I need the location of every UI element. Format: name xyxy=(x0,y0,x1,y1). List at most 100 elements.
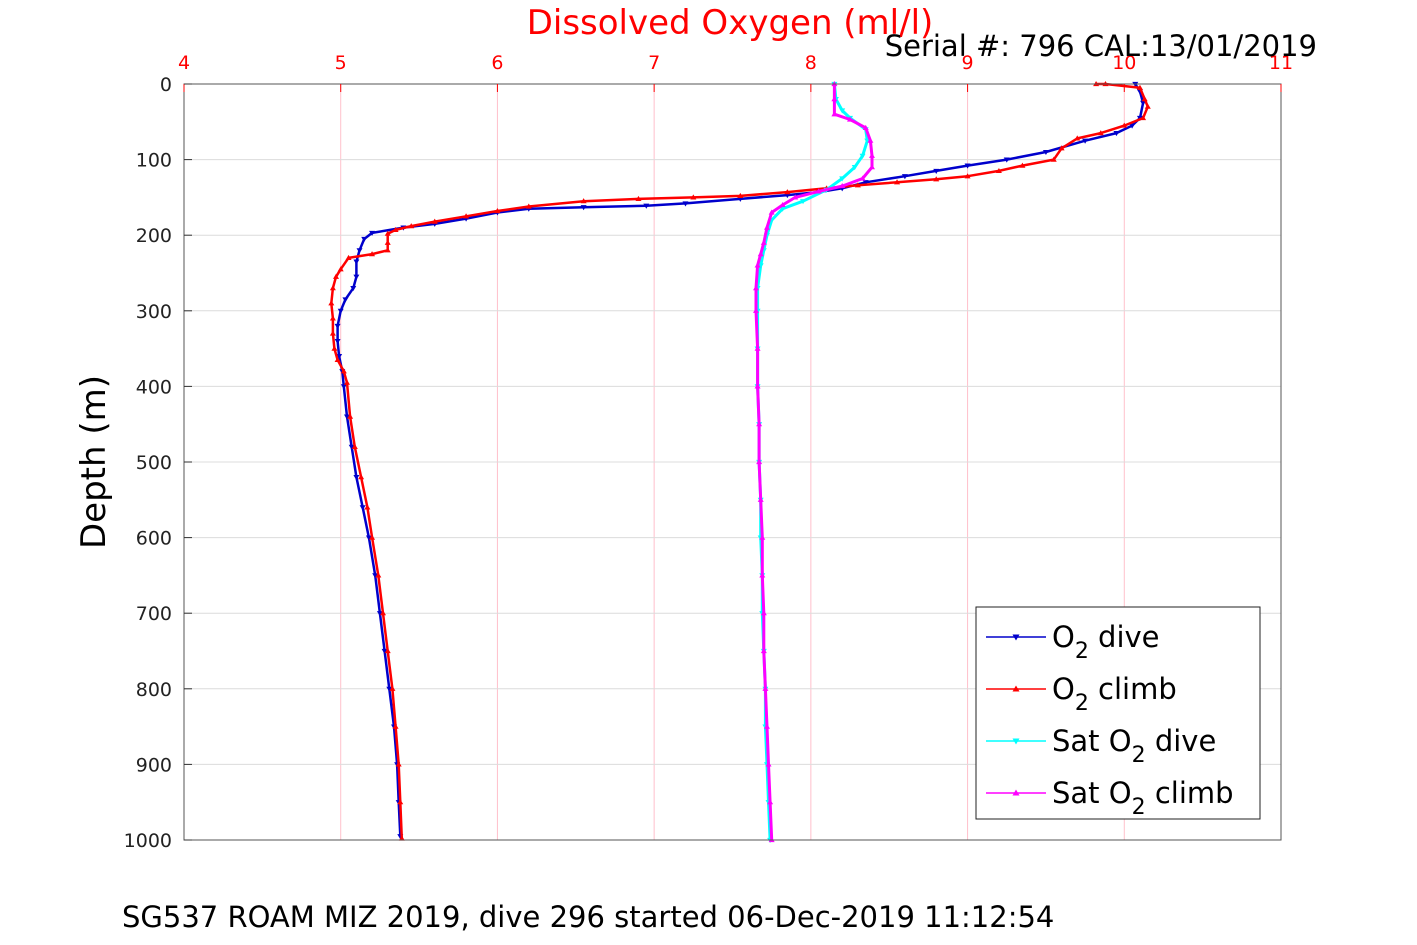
series-point xyxy=(1003,157,1010,163)
series-point xyxy=(369,230,376,236)
series-point xyxy=(760,648,767,654)
legend-label-suffix: dive xyxy=(1089,620,1160,654)
legend-marker xyxy=(1012,634,1020,641)
series-point xyxy=(384,230,391,236)
series-point xyxy=(343,379,350,385)
series-point xyxy=(580,205,587,211)
series-point xyxy=(964,173,971,179)
legend-label-prefix: Sat xyxy=(1052,776,1109,810)
series-point xyxy=(345,254,352,260)
series-point xyxy=(762,685,769,691)
series-point xyxy=(767,799,774,805)
series-point xyxy=(760,610,767,616)
series-point xyxy=(757,251,764,257)
x-tick-label: 11 xyxy=(1269,52,1293,74)
series-point xyxy=(964,163,971,169)
series-point xyxy=(348,444,355,450)
series-point xyxy=(381,648,388,654)
x-tick-label: 7 xyxy=(648,52,660,74)
series-point xyxy=(343,414,350,420)
series-point xyxy=(933,176,940,182)
series-point xyxy=(763,224,770,230)
series-point xyxy=(328,300,335,306)
series-point xyxy=(334,338,341,345)
series-1 xyxy=(328,81,1151,841)
series-point xyxy=(334,356,341,363)
x-tick-label: 5 xyxy=(335,52,347,74)
series-point xyxy=(384,648,391,654)
x-ticks: 4 5 6 7 8 9 10 11 xyxy=(178,52,1293,92)
series-point xyxy=(365,535,372,541)
series-point xyxy=(395,761,402,767)
y-axis-label: Depth (m) xyxy=(74,375,114,549)
series-point xyxy=(839,176,846,182)
series-point xyxy=(760,239,767,245)
series-point xyxy=(1141,96,1148,102)
series-point xyxy=(342,297,349,303)
y-tick-label: 0 xyxy=(160,74,172,96)
series-point xyxy=(1140,115,1147,121)
series-point xyxy=(375,572,382,578)
series-point xyxy=(1042,149,1049,156)
series-point xyxy=(682,201,689,207)
x-tick-label: 9 xyxy=(962,52,974,74)
series-point xyxy=(737,192,744,198)
series-point xyxy=(831,96,838,102)
legend-label-base: O xyxy=(1109,724,1132,758)
series-point xyxy=(1113,131,1120,137)
series-point xyxy=(1050,156,1057,162)
dive-info-footer: SG537 ROAM MIZ 2019, dive 296 started 06… xyxy=(122,900,1054,934)
y-tick-label: 900 xyxy=(136,754,172,776)
series-point xyxy=(635,195,642,202)
series-point xyxy=(463,213,470,219)
series-point xyxy=(643,203,650,209)
y-tick-label: 1000 xyxy=(124,830,172,852)
series-point xyxy=(356,248,363,254)
y-tick-label: 100 xyxy=(136,150,172,172)
series-point xyxy=(358,474,365,480)
series-point xyxy=(894,179,901,185)
series-point xyxy=(756,459,763,465)
legend-label: Sat O2 climb xyxy=(1052,776,1234,820)
series-point xyxy=(361,236,368,242)
series-line-3 xyxy=(754,84,874,841)
y-tick-label: 300 xyxy=(136,301,172,323)
series-point xyxy=(329,330,336,336)
series-point xyxy=(765,761,772,767)
series-point xyxy=(862,124,869,130)
series-point xyxy=(784,193,791,199)
series-point xyxy=(784,189,791,195)
series-point xyxy=(1097,130,1104,136)
series-point xyxy=(340,384,347,390)
series-point xyxy=(408,223,415,229)
series-point xyxy=(759,534,766,540)
series-point xyxy=(353,259,360,265)
series-point xyxy=(331,345,338,351)
series-point xyxy=(398,835,405,841)
x-tick-label: 4 xyxy=(178,52,190,74)
series-point xyxy=(384,239,391,245)
series-point xyxy=(364,504,371,510)
legend-label-suffix: dive xyxy=(1146,724,1217,758)
series-point xyxy=(779,201,786,208)
y-tick-label: 600 xyxy=(136,528,172,550)
series-point xyxy=(901,174,908,180)
series-point xyxy=(359,505,366,511)
series-point xyxy=(753,307,760,313)
series-point xyxy=(369,534,376,540)
series-point xyxy=(376,611,383,617)
series-point xyxy=(386,686,393,692)
series-point xyxy=(859,175,866,181)
legend-label: Sat O2 dive xyxy=(1052,724,1216,768)
series-point xyxy=(337,266,344,272)
series-point xyxy=(350,286,357,292)
series-point xyxy=(995,167,1002,174)
legend-marker xyxy=(1012,738,1020,745)
series-point xyxy=(759,572,766,578)
series-point xyxy=(1082,138,1089,144)
y-tick-label: 200 xyxy=(136,225,172,247)
series-point xyxy=(792,194,799,200)
series-point xyxy=(334,323,341,329)
